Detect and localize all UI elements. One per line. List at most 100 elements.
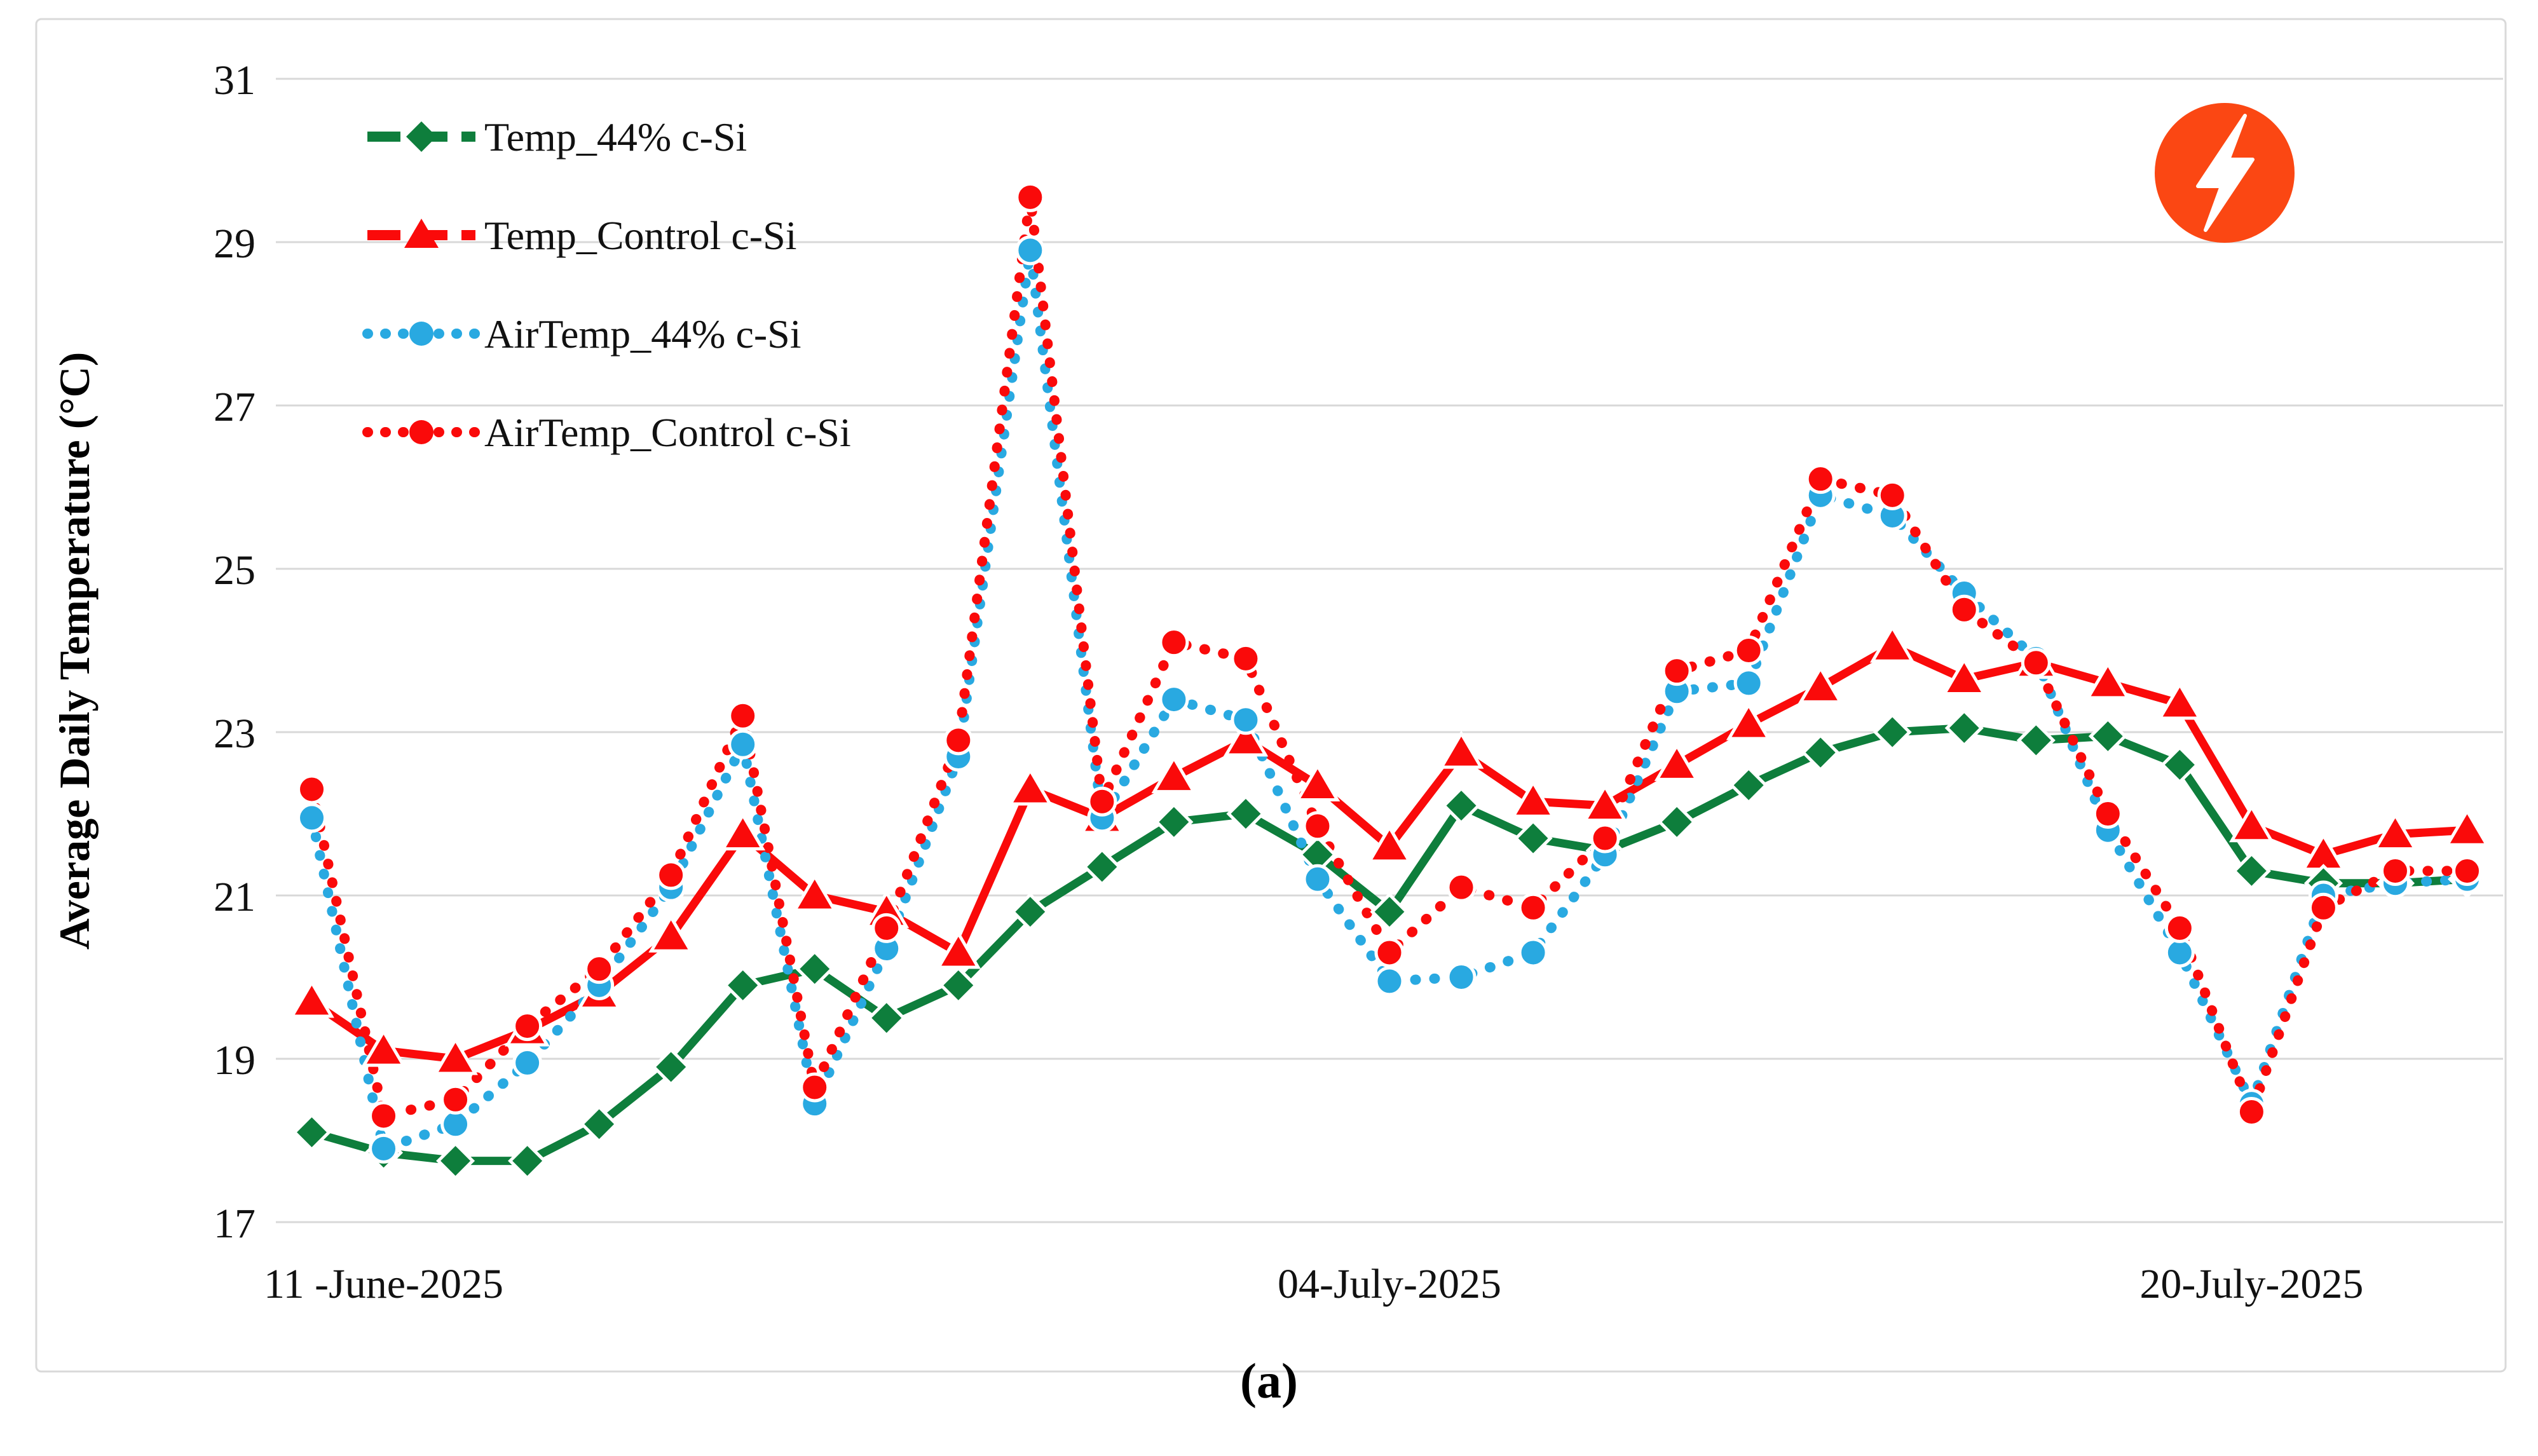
marker-circle xyxy=(512,1011,543,1042)
marker-diamond xyxy=(723,965,763,1005)
marker-diamond xyxy=(867,998,906,1038)
marker-circle xyxy=(297,774,327,805)
y-tick-label: 21 xyxy=(214,874,256,920)
marker-circle xyxy=(1302,864,1333,894)
marker-triangle xyxy=(1510,779,1556,818)
marker-diamond xyxy=(1873,712,1912,752)
marker-diamond xyxy=(2160,745,2199,784)
marker-circle xyxy=(1733,668,1764,698)
legend-swatch-marker xyxy=(409,420,433,444)
marker-circle xyxy=(1015,235,1046,266)
marker-triangle xyxy=(1654,742,1700,781)
marker-triangle xyxy=(1869,624,1915,663)
marker-diamond xyxy=(1513,819,1553,858)
marker-triangle xyxy=(1582,783,1628,822)
marker-circle xyxy=(2380,855,2410,886)
marker-circle xyxy=(1231,643,1261,674)
marker-diamond xyxy=(1801,733,1840,772)
marker-circle xyxy=(440,1084,471,1115)
marker-circle xyxy=(1374,937,1405,968)
legend-swatch-marker xyxy=(409,322,433,346)
marker-diamond xyxy=(1011,892,1050,932)
marker-triangle xyxy=(1438,730,1484,769)
marker-triangle xyxy=(1726,702,1771,740)
marker-triangle xyxy=(1151,754,1197,794)
marker-circle xyxy=(1087,786,1117,817)
marker-circle xyxy=(584,954,615,984)
marker-triangle xyxy=(648,914,694,953)
marker-circle xyxy=(1518,892,1548,923)
marker-circle xyxy=(656,860,686,890)
marker-circle xyxy=(1733,636,1764,665)
y-tick-label: 31 xyxy=(214,57,256,104)
marker-circle xyxy=(2092,799,2123,829)
marker-circle xyxy=(1446,962,1477,992)
marker-circle xyxy=(2452,855,2482,886)
marker-diamond xyxy=(652,1047,691,1087)
marker-diamond xyxy=(1944,709,1984,748)
marker-circle xyxy=(871,913,902,943)
marker-diamond xyxy=(436,1141,475,1181)
y-tick-label: 29 xyxy=(214,221,256,267)
marker-triangle xyxy=(1007,766,1053,806)
marker-circle xyxy=(1518,937,1548,968)
marker-triangle xyxy=(2085,660,2131,700)
x-tick-label: 11 -June-2025 xyxy=(264,1261,503,1307)
marker-diamond xyxy=(580,1105,619,1144)
marker-diamond xyxy=(2232,851,2271,890)
marker-circle xyxy=(297,803,327,833)
y-tick-label: 25 xyxy=(214,547,256,594)
x-tick-label: 04-July-2025 xyxy=(1278,1261,1501,1307)
marker-triangle xyxy=(792,873,838,912)
marker-circle xyxy=(369,1101,399,1131)
marker-circle xyxy=(1949,594,1979,625)
marker-circle xyxy=(1374,966,1405,997)
marker-diamond xyxy=(2088,716,2127,756)
marker-triangle xyxy=(2229,803,2274,843)
marker-triangle xyxy=(2157,681,2202,720)
marker-diamond xyxy=(1657,802,1696,841)
y-axis-title: Average Daily Temperature (°C) xyxy=(50,352,99,950)
marker-circle xyxy=(1159,627,1189,658)
marker-triangle xyxy=(2445,808,2490,847)
marker-circle xyxy=(369,1133,399,1164)
marker-diamond xyxy=(2016,721,2056,760)
marker-triangle xyxy=(1367,824,1412,863)
marker-circle xyxy=(2021,648,2051,678)
chart-card xyxy=(35,18,2507,1373)
legend-label: Temp_Control c-Si xyxy=(484,213,796,258)
marker-diamond xyxy=(1154,802,1194,841)
y-tick-label: 17 xyxy=(214,1201,256,1247)
marker-circle xyxy=(943,725,974,756)
marker-triangle xyxy=(433,1037,478,1075)
marker-diamond xyxy=(1370,892,1409,932)
x-tick-label: 20-July-2025 xyxy=(2139,1261,2363,1307)
y-tick-label: 27 xyxy=(214,384,256,430)
legend-swatch-marker xyxy=(404,219,439,248)
marker-triangle xyxy=(1941,657,1987,695)
marker-diamond xyxy=(939,965,978,1005)
marker-circle xyxy=(440,1109,471,1140)
figure-caption: (a) xyxy=(1240,1353,1298,1408)
legend-swatch-marker xyxy=(406,121,437,152)
marker-circle xyxy=(1446,872,1477,902)
marker-circle xyxy=(1661,656,1692,686)
marker-diamond xyxy=(1442,786,1481,826)
lightning-bolt-glyph xyxy=(2196,114,2255,232)
marker-circle xyxy=(512,1047,543,1078)
marker-circle xyxy=(1877,480,1907,510)
marker-circle xyxy=(728,700,758,731)
marker-circle xyxy=(2308,892,2338,923)
marker-circle xyxy=(800,1072,830,1103)
marker-diamond xyxy=(795,949,835,989)
legend-label: Temp_44% c-Si xyxy=(484,114,747,160)
marker-diamond xyxy=(292,1113,332,1152)
marker-circle xyxy=(1590,823,1620,854)
marker-triangle xyxy=(2373,812,2418,851)
marker-circle xyxy=(1805,464,1836,494)
y-tick-label: 23 xyxy=(214,711,256,757)
marker-triangle xyxy=(720,812,766,851)
marker-circle xyxy=(2164,937,2195,968)
